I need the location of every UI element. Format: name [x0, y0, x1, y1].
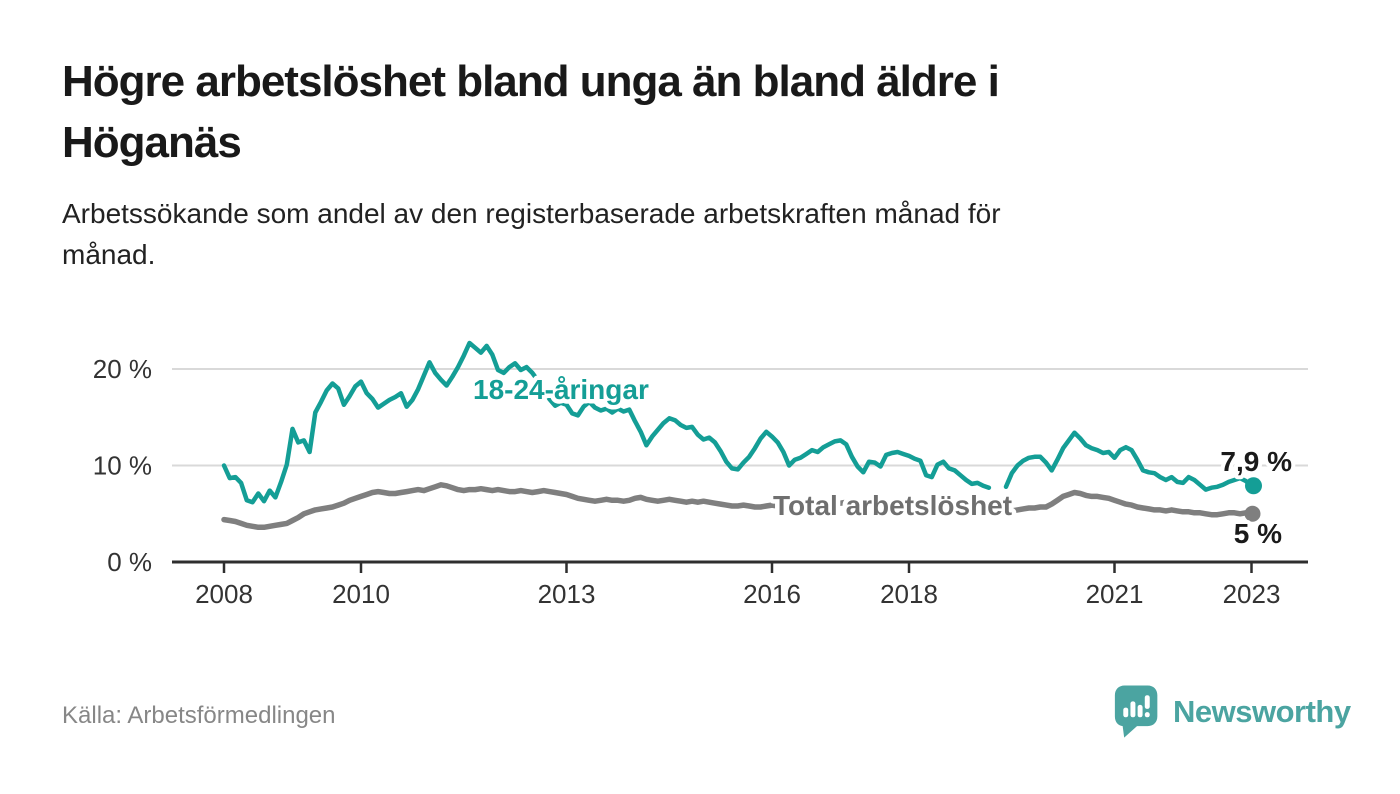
- series-line-total: [221, 482, 1255, 531]
- series-label-youth: 18-24-åringar: [473, 374, 649, 405]
- source-credit: Källa: Arbetsförmedlingen: [62, 702, 336, 729]
- series-label-total: Total arbetslöshet: [773, 490, 1012, 521]
- end-label-youth: 7,9 %: [1220, 446, 1292, 477]
- x-tick-label-2013: 2013: [538, 579, 596, 609]
- x-tick-label-2008: 2008: [195, 579, 253, 609]
- y-tick-label-0: 0 %: [107, 547, 152, 577]
- end-dot-youth: [1245, 477, 1262, 495]
- y-tick-label-20: 20 %: [93, 354, 152, 384]
- y-tick-label-10: 10 %: [93, 451, 152, 481]
- brand-name: Newsworthy: [1173, 694, 1351, 729]
- newsworthy-logo: Newsworthy: [1114, 684, 1351, 740]
- speech-bubble-bar-chart-icon: [1114, 685, 1158, 738]
- x-tick-label-2021: 2021: [1086, 579, 1144, 609]
- title-line-1: Högre arbetslöshet bland unga än bland ä…: [62, 57, 1000, 106]
- subtitle-line-2: månad.: [62, 238, 156, 270]
- x-tick-label-2018: 2018: [880, 579, 938, 609]
- page-title: Högre arbetslöshet bland unga än bland ä…: [62, 52, 1302, 173]
- page-subtitle: Arbetssökande som andel av den registerb…: [62, 194, 1312, 275]
- x-tick-label-2010: 2010: [332, 579, 390, 609]
- title-line-2: Höganäs: [62, 117, 242, 167]
- x-tick-label-2016: 2016: [743, 579, 801, 609]
- series-line-youth: [221, 340, 1254, 505]
- subtitle-line-1: Arbetssökande som andel av den registerb…: [62, 198, 1001, 229]
- x-tick-label-2023: 2023: [1223, 579, 1281, 609]
- end-label-total: 5 %: [1234, 518, 1282, 549]
- end-dot-total: [1244, 505, 1261, 522]
